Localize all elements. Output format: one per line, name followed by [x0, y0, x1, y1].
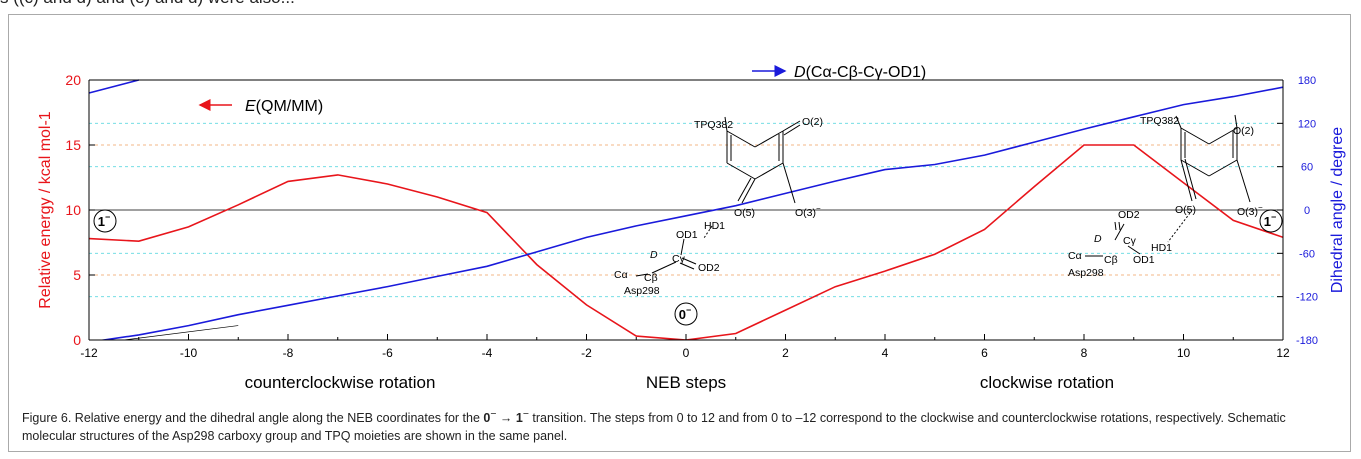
- molecule-structure-0: [635, 116, 801, 277]
- svg-text:0−: 0−: [679, 305, 692, 322]
- svg-text:1−: 1−: [98, 212, 111, 229]
- svg-text:OD1: OD1: [676, 229, 698, 241]
- x-tick-label: 4: [882, 346, 889, 360]
- svg-text:Cα: Cα: [614, 269, 628, 281]
- legend-dihedral: D(Cα-Cβ-Cγ-OD1): [794, 64, 926, 81]
- x-tick-label: -2: [581, 346, 592, 360]
- svg-text:O(3)−: O(3)−: [795, 204, 821, 219]
- svg-text:OD1: OD1: [1133, 254, 1155, 266]
- x-label-counterclockwise: counterclockwise rotation: [245, 373, 436, 392]
- svg-text:OD2: OD2: [698, 262, 720, 274]
- x-label-clockwise: clockwise rotation: [980, 373, 1114, 392]
- y-right-tick-label: -120: [1296, 292, 1318, 304]
- svg-text:OD2: OD2: [1118, 209, 1140, 221]
- y-right-tick-label: -180: [1296, 335, 1318, 347]
- y-left-tick-label: 20: [65, 72, 81, 88]
- svg-text:O(3)−: O(3)−: [1237, 203, 1263, 218]
- x-tick-label: -12: [80, 346, 98, 360]
- svg-text:Cβ: Cβ: [1104, 254, 1118, 266]
- series-overlay-line: [88, 79, 139, 94]
- y-right-axis-label: Dihedral angle / degree: [1329, 127, 1346, 293]
- x-tick-label: 10: [1177, 346, 1191, 360]
- figure-caption: Figure 6. Relative energy and the dihedr…: [22, 409, 1286, 444]
- y-left-tick-label: 15: [65, 137, 81, 153]
- molecule-structure-1: [1085, 114, 1251, 257]
- state-label-left: 1−: [93, 209, 117, 233]
- svg-text:Cγ: Cγ: [1123, 235, 1137, 247]
- molecule-labels-1: TPQ382 O(2) O(5) O(3)− OD2 Cγ HD1 OD1 Cβ…: [1068, 115, 1263, 279]
- x-tick-label: -10: [180, 346, 198, 360]
- y-left-tick-label: 5: [73, 267, 81, 283]
- svg-text:D: D: [650, 249, 658, 261]
- svg-text:TPQ382: TPQ382: [1140, 115, 1179, 127]
- series-line-1: [98, 86, 1283, 340]
- y-right-tick-label: 0: [1304, 205, 1310, 217]
- svg-text:Cβ: Cβ: [644, 272, 658, 284]
- baseline-segment: [123, 325, 239, 341]
- svg-text:Cα: Cα: [1068, 250, 1082, 262]
- series-line-0: [89, 144, 1283, 340]
- svg-text:D: D: [1094, 233, 1102, 245]
- x-tick-label: 0: [683, 346, 690, 360]
- svg-text:O(2): O(2): [802, 116, 823, 128]
- svg-text:HD1: HD1: [704, 220, 725, 232]
- state-label-right: 1−: [1259, 209, 1283, 233]
- svg-text:1−: 1−: [1264, 212, 1277, 229]
- y-left-tick-label: 10: [65, 202, 81, 218]
- header-fragment: s ((c) and d) and (e) and d) were also..…: [0, 0, 295, 8]
- x-tick-label: -4: [482, 346, 493, 360]
- x-tick-label: 2: [782, 346, 789, 360]
- figure-frame: [8, 14, 1351, 452]
- state-label-center: 0−: [674, 302, 698, 326]
- x-tick-label: 8: [1081, 346, 1088, 360]
- y-right-tick-label: 180: [1298, 75, 1316, 87]
- x-tick-label: -6: [382, 346, 393, 360]
- svg-text:Cγ: Cγ: [672, 253, 686, 265]
- y-right-tick-label: 60: [1301, 162, 1313, 174]
- svg-text:Asp298: Asp298: [624, 285, 660, 297]
- svg-text:O(5): O(5): [734, 207, 755, 219]
- x-label-neb-steps: NEB steps: [646, 373, 726, 392]
- y-left-tick-label: 0: [73, 332, 81, 348]
- svg-text:O(2): O(2): [1233, 125, 1254, 137]
- y-right-tick-label: -60: [1299, 248, 1315, 260]
- x-tick-label: 12: [1276, 346, 1290, 360]
- x-tick-label: -8: [283, 346, 294, 360]
- svg-text:Asp298: Asp298: [1068, 267, 1104, 279]
- svg-text:HD1: HD1: [1151, 242, 1172, 254]
- chart: -12 -10 -8 -6 -4 -2 0 2 4 6 8 10 1205101520-180-120-…: [37, 64, 1346, 392]
- svg-text:O(5): O(5): [1175, 204, 1196, 216]
- legend-energy: E(QM/MM): [245, 98, 323, 115]
- y-left-axis-label: Relative energy / kcal mol-1: [37, 111, 54, 309]
- y-right-tick-label: 120: [1298, 118, 1316, 130]
- x-tick-label: 6: [981, 346, 988, 360]
- svg-text:TPQ382: TPQ382: [694, 119, 733, 131]
- molecule-labels-0: TPQ382 O(2) O(5) O(3)− HD1 OD1 OD2 Cγ Cβ…: [614, 116, 823, 297]
